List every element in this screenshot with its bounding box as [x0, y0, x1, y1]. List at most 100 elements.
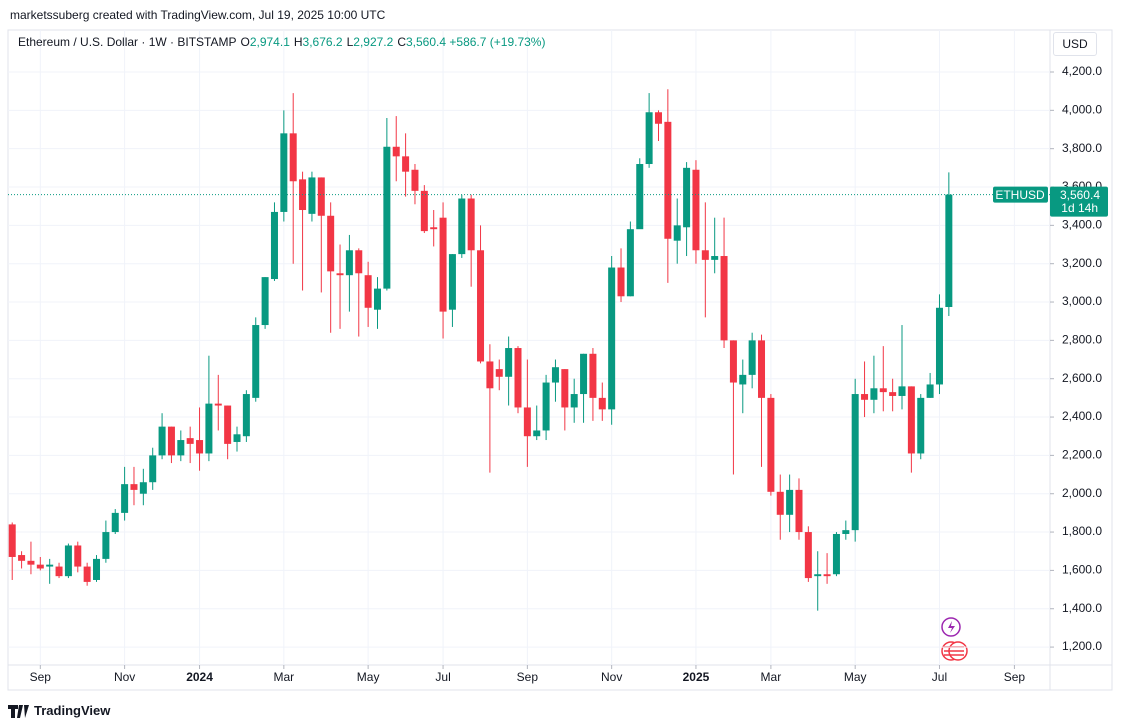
ohlc-value: 2,974.1: [249, 35, 290, 49]
attribution: marketssuberg created with TradingView.c…: [10, 8, 386, 22]
candle-body: [580, 353, 588, 395]
candle-body: [130, 484, 138, 490]
candle-body: [926, 384, 934, 398]
currency-button[interactable]: USD: [1053, 32, 1097, 56]
candle-body: [186, 438, 194, 444]
candle-body: [561, 369, 569, 408]
candle-body: [8, 524, 16, 557]
candle-body: [280, 133, 288, 212]
candle-body: [111, 512, 119, 533]
candle-body: [870, 388, 878, 400]
candle-body: [758, 340, 766, 398]
ohlc-key: C: [397, 35, 406, 49]
candle-body: [55, 566, 63, 577]
candle-body: [467, 198, 475, 251]
brand-logo: [8, 705, 29, 718]
candle-body: [570, 394, 578, 408]
candle-body: [149, 455, 157, 483]
y-tick-label: 1,600.0: [1062, 563, 1102, 577]
candle-body: [167, 426, 175, 456]
candle-body: [439, 217, 447, 312]
x-tick-label: May: [357, 670, 380, 684]
candle-body: [242, 394, 250, 437]
x-tick-label: May: [844, 670, 867, 684]
candle-body: [514, 348, 522, 408]
event-icons: [941, 617, 968, 661]
y-tick-label: 4,000.0: [1062, 103, 1102, 117]
candle-body: [336, 273, 344, 276]
x-tick-label: Nov: [114, 670, 135, 684]
candle-body: [533, 430, 541, 437]
ohlc-key: L: [346, 35, 354, 49]
candle-body: [477, 250, 485, 362]
y-tick-label: 3,400.0: [1062, 218, 1102, 232]
candle-body: [102, 532, 110, 559]
candle-body: [523, 407, 531, 437]
candle-body: [776, 491, 784, 515]
candle-body: [645, 112, 653, 165]
candle-body: [317, 177, 325, 216]
candle-body: [626, 229, 634, 297]
x-tick-label: Sep: [1004, 670, 1026, 684]
candle-body: [879, 388, 887, 393]
candle-body: [495, 369, 503, 377]
candle-body: [711, 256, 719, 260]
candle-body: [739, 374, 747, 385]
change-label: +586.7 (+19.73%): [449, 35, 546, 49]
candle-body: [224, 405, 232, 444]
ohlc-value: 3,560.4: [406, 35, 447, 49]
ohlc-value: 3,676.2: [302, 35, 343, 49]
candle-body: [364, 275, 372, 308]
candle-body: [402, 156, 410, 172]
y-tick-label: 2,200.0: [1062, 448, 1102, 462]
candle-body: [177, 440, 185, 456]
candle-body: [214, 403, 222, 406]
candle-body: [917, 397, 925, 454]
x-tick-label: Mar: [761, 670, 782, 684]
candle-body: [898, 386, 906, 396]
y-tick-label: 4,200.0: [1062, 64, 1102, 78]
candle-body: [804, 532, 812, 579]
x-tick-label: Nov: [601, 670, 622, 684]
symbol-tag: [993, 186, 1048, 203]
candle-body: [842, 530, 850, 534]
candle-body: [327, 215, 335, 272]
candle-body: [430, 227, 438, 230]
symbol-title: Ethereum / U.S. Dollar · 1W · BITSTAMP: [18, 35, 237, 49]
candle-body: [505, 348, 513, 377]
candle-body: [748, 340, 756, 375]
ohlc-key: O: [240, 35, 250, 49]
ohlc-values: O2,974.1 H3,676.2 L2,927.2 C3,560.4: [236, 35, 446, 49]
candle-body: [83, 566, 91, 582]
ohlc-value: 2,927.2: [353, 35, 394, 49]
x-tick-label: Mar: [274, 670, 295, 684]
price-tag-label: 3,560.4: [1060, 188, 1100, 202]
candles: [8, 89, 953, 611]
grid: [8, 30, 1050, 665]
candle-body: [851, 394, 859, 531]
x-tick-label: Jul: [932, 670, 947, 684]
candle-body: [598, 397, 606, 410]
x-tick-label: Jul: [435, 670, 450, 684]
y-tick-label: 1,800.0: [1062, 524, 1102, 538]
candle-body: [308, 177, 316, 214]
candle-body: [36, 564, 44, 569]
symbol-legend: Ethereum / U.S. Dollar · 1W · BITSTAMP O2…: [18, 35, 545, 49]
candle-body: [551, 367, 559, 383]
candle-body: [861, 394, 869, 400]
candle-body: [720, 256, 728, 341]
chart-frame: [7, 29, 1113, 691]
candle-body: [205, 403, 213, 454]
y-tick-label: 2,600.0: [1062, 371, 1102, 385]
candle-body: [158, 426, 166, 456]
price-tag: [1050, 186, 1108, 217]
candle-body: [420, 190, 428, 232]
candle-body: [795, 489, 803, 533]
y-tick-label: 2,400.0: [1062, 409, 1102, 423]
y-tick-label: 3,800.0: [1062, 141, 1102, 155]
candle-body: [448, 254, 456, 310]
y-tick-label: 1,200.0: [1062, 639, 1102, 653]
candle-body: [729, 340, 737, 383]
candle-body: [636, 164, 644, 230]
x-tick-label: 2025: [683, 670, 710, 684]
